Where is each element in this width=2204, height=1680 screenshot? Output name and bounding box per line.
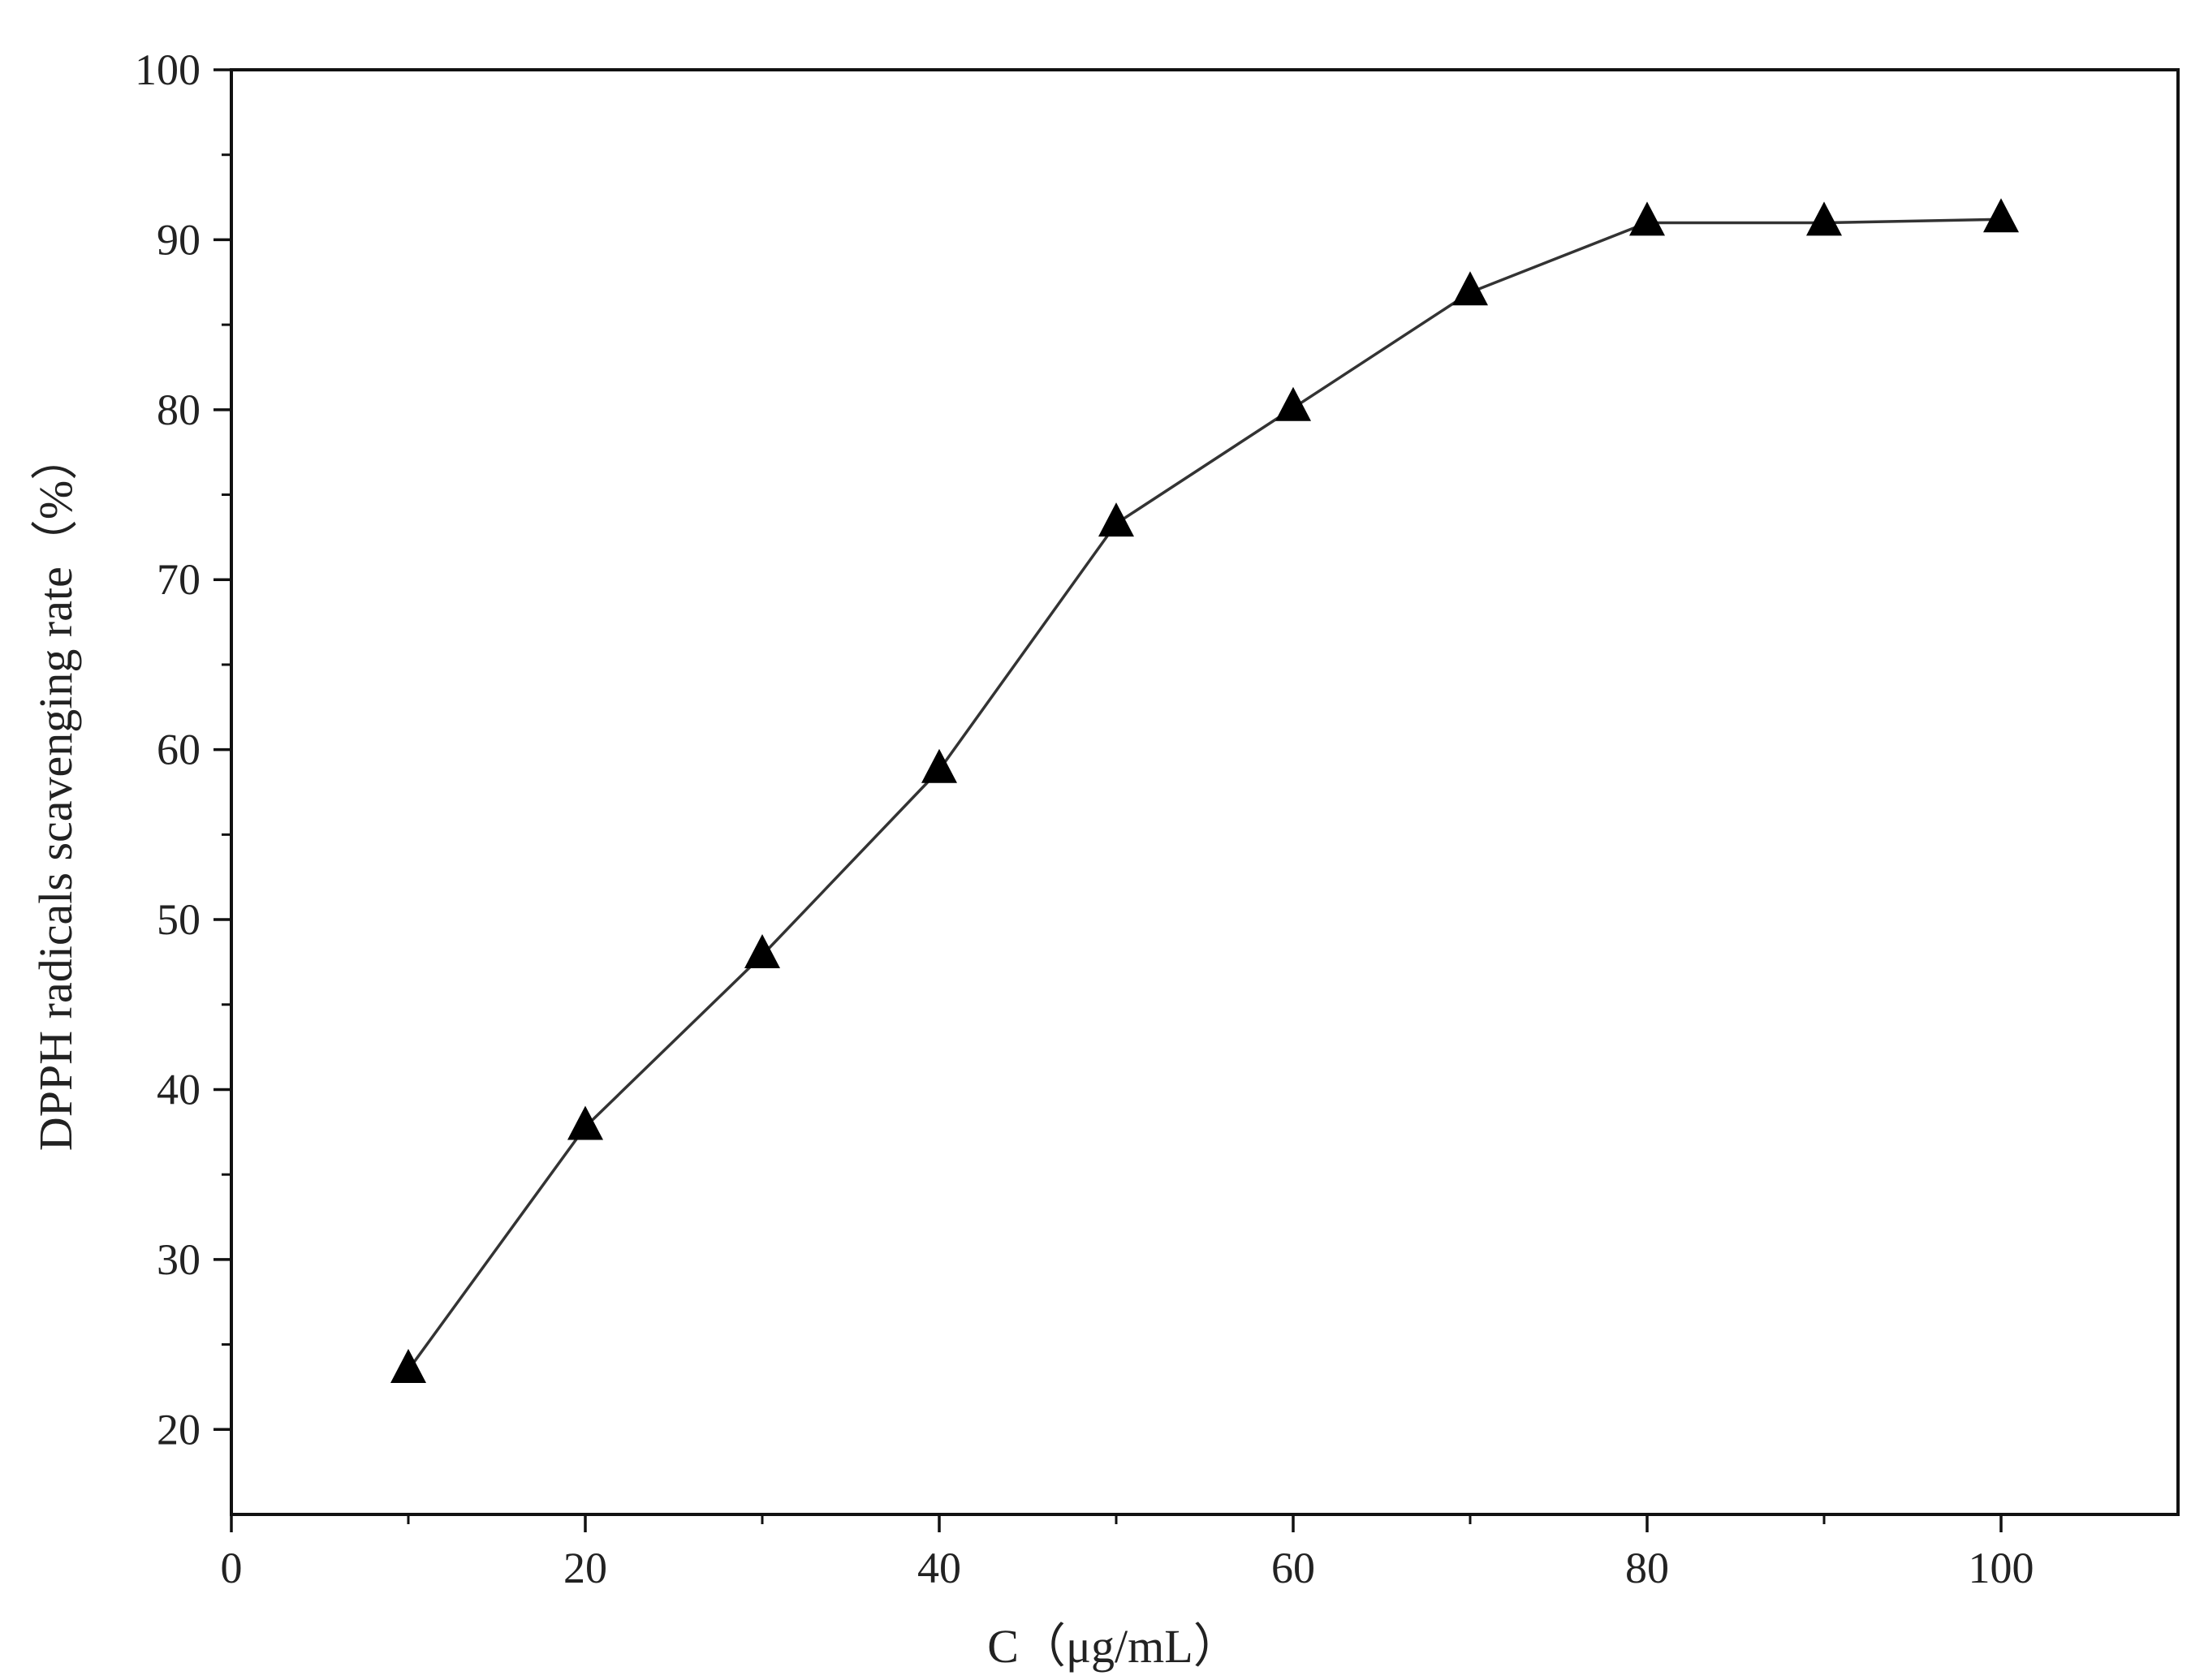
y-tick-label: 60 [157, 726, 201, 774]
y-tick-labels: 20 30 40 50 60 70 80 90 100 [135, 45, 201, 1454]
x-tick-labels: 0 20 40 60 80 100 [221, 1544, 2034, 1592]
y-tick-label: 30 [157, 1235, 201, 1284]
series-line [407, 218, 2002, 1372]
data-point-marker [921, 748, 957, 783]
x-axis-title: C（μg/mL） [987, 1620, 1240, 1673]
data-markers [390, 198, 2019, 1383]
data-point-marker [390, 1348, 426, 1383]
y-axis-title: DPPH radicals scavenging rate（%） [29, 433, 82, 1151]
plot-frame [230, 68, 2180, 1516]
x-tick-label: 40 [917, 1544, 961, 1592]
data-point-marker [1983, 198, 2019, 233]
y-tick-label: 90 [157, 215, 201, 264]
major-ticks [213, 68, 2003, 1532]
data-point-marker [1452, 271, 1488, 306]
y-tick-label: 100 [135, 45, 201, 94]
x-tick-label: 20 [563, 1544, 607, 1592]
x-tick-label: 80 [1625, 1544, 1669, 1592]
data-point-marker [1275, 386, 1311, 421]
data-point-marker [744, 933, 780, 968]
data-point-marker [1629, 201, 1665, 236]
y-tick-label: 20 [157, 1405, 201, 1454]
minor-ticks [222, 153, 1826, 1524]
y-tick-label: 70 [157, 555, 201, 604]
data-point-marker [567, 1105, 603, 1140]
x-tick-label: 0 [221, 1544, 243, 1592]
x-tick-label: 100 [1969, 1544, 2034, 1592]
data-point-marker [1806, 201, 1842, 236]
data-point-marker [1098, 502, 1134, 537]
x-tick-label: 60 [1271, 1544, 1315, 1592]
y-tick-label: 80 [157, 386, 201, 434]
y-tick-label: 50 [157, 895, 201, 944]
y-tick-label: 40 [157, 1065, 201, 1114]
